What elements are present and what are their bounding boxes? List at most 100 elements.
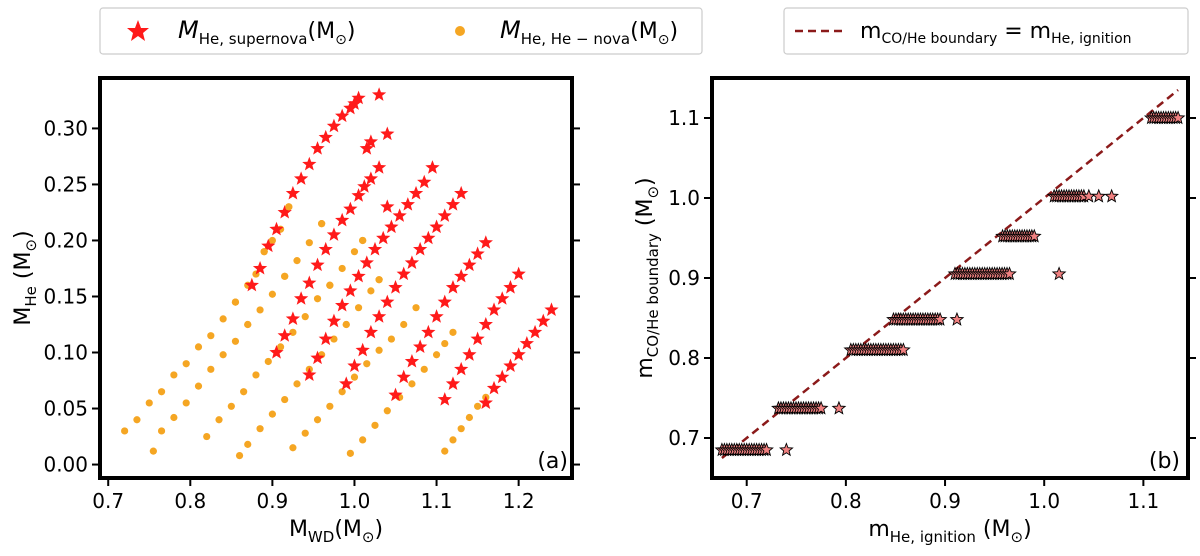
henova-point: [231, 298, 240, 306]
supernova-point: [244, 277, 259, 292]
panel-b-marks: [714, 89, 1186, 459]
panel-a-xtick-label: 0.9: [256, 489, 288, 513]
henova-point: [231, 337, 240, 345]
henova-point: [350, 373, 359, 381]
supernova-point: [293, 171, 309, 185]
supernova-point: [326, 118, 342, 133]
henova-point: [219, 351, 227, 359]
henova-point: [182, 399, 190, 407]
legend-left-frame: [99, 7, 703, 55]
supernova-point: [359, 255, 374, 269]
supernova-point: [544, 302, 559, 316]
henova-point: [244, 320, 252, 329]
legend-left: MHe, supernova(M⊙) MHe, He − nova(M⊙): [99, 7, 703, 55]
henova-point: [363, 360, 371, 368]
legend-supernova-label: MHe, supernova(M⊙): [178, 16, 355, 48]
supernova-point: [495, 291, 510, 305]
henova-point: [157, 388, 166, 396]
panel-b-xtick-label: 1.0: [1028, 489, 1060, 513]
panel-a-ytick-label: 0.00: [43, 453, 88, 477]
supernova-point: [343, 201, 358, 216]
supernova-point: [388, 387, 403, 402]
boundary-point: [1026, 228, 1042, 243]
panel-b: 0.7 0.8 0.9 1.0 1.1 0.7 0.8 0.9 1.0 1.1 (b) mHe, …: [633, 76, 1196, 546]
panel-b-label: (b): [1149, 449, 1180, 474]
supernova-point: [351, 90, 366, 105]
henova-point: [157, 427, 166, 435]
boundary-point: [1091, 188, 1107, 203]
supernova-point: [343, 283, 358, 297]
panel-b-ytick-label: 1.0: [668, 186, 700, 210]
henova-point: [252, 371, 260, 379]
henova-point: [371, 421, 379, 429]
panel-a-xtick-label: 1.2: [503, 489, 535, 513]
supernova-point: [310, 257, 325, 272]
legend-right: mCO/He boundary = mHe, ignition: [783, 7, 1189, 55]
supernova-point: [445, 280, 461, 294]
supernova-point: [347, 96, 362, 110]
henova-point: [305, 239, 313, 247]
legend-henova-label: MHe, He − nova(M⊙): [500, 16, 678, 48]
supernova-point: [357, 179, 372, 193]
henova-point: [244, 440, 252, 448]
panel-a-xlabel: MWD(M⊙): [289, 517, 383, 546]
henova-point: [215, 416, 223, 424]
supernova-point: [462, 347, 477, 361]
supernova-point: [511, 266, 526, 281]
henova-point: [383, 407, 391, 415]
supernova-point: [425, 160, 440, 174]
supernova-point: [429, 219, 444, 234]
boundary-point: [813, 400, 829, 415]
supernova-point: [363, 171, 379, 185]
boundary-point: [1104, 188, 1119, 203]
boundary-point: [1170, 110, 1186, 125]
henova-point: [170, 371, 178, 379]
henova-point: [441, 339, 449, 348]
panel-a-marks: [121, 87, 559, 460]
supernova-point: [310, 350, 325, 365]
supernova-point: [445, 197, 461, 211]
panel-a-label: (a): [537, 449, 568, 474]
supernova-point: [302, 156, 317, 171]
supernova-point: [380, 126, 395, 141]
henova-point: [465, 413, 473, 422]
panel-b-xtick-label: 1.1: [1127, 489, 1159, 513]
henova-point: [207, 365, 215, 373]
supernova-point: [326, 313, 342, 328]
supernova-point: [404, 353, 420, 368]
panel-a-xtick-label: 1.0: [339, 489, 371, 513]
supernova-point: [318, 241, 333, 256]
panel-a-frame: [98, 76, 574, 480]
supernova-point: [371, 87, 387, 101]
henova-point: [326, 402, 334, 410]
panel-b-ytick-label: 0.9: [668, 266, 700, 290]
henova-point: [449, 436, 457, 444]
panel-a-ytick-label: 0.15: [43, 284, 88, 308]
henova-point: [293, 257, 301, 265]
supernova-point: [318, 129, 333, 144]
supernova-point: [376, 230, 391, 245]
supernova-point: [417, 174, 432, 189]
henova-point: [149, 447, 157, 455]
supernova-point: [536, 313, 551, 328]
supernova-point: [486, 302, 502, 316]
henova-point: [264, 357, 272, 366]
boundary-point: [1051, 266, 1067, 281]
supernova-point: [437, 208, 452, 222]
supernova-point: [470, 246, 485, 260]
supernova-point: [503, 280, 518, 294]
henova-point: [408, 380, 416, 388]
supernova-point: [302, 275, 317, 290]
supernova-point: [363, 324, 379, 339]
henova-point: [354, 304, 363, 312]
supernova-point: [359, 141, 374, 155]
panel-b-ytick-label: 0.7: [668, 426, 700, 450]
panel-b-ticks: 0.7 0.8 0.9 1.0 1.1 0.7 0.8 0.9 1.0 1.1: [668, 106, 1196, 513]
henova-point: [121, 427, 129, 435]
panel-a-xtick-label: 0.7: [92, 489, 124, 513]
panel-b-xtick-label: 0.9: [929, 489, 961, 513]
henova-point: [256, 425, 264, 433]
supernova-point: [437, 392, 452, 406]
henova-point: [289, 328, 297, 336]
supernova-point: [421, 230, 436, 245]
